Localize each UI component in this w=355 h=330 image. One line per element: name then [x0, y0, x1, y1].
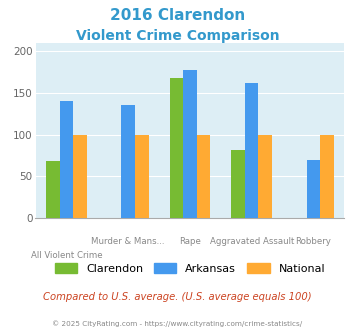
Text: 2016 Clarendon: 2016 Clarendon	[110, 8, 245, 23]
Text: Aggravated Assault: Aggravated Assault	[209, 237, 294, 246]
Bar	[135, 135, 148, 218]
Bar	[245, 83, 258, 218]
Bar	[121, 105, 135, 218]
Text: Violent Crime Comparison: Violent Crime Comparison	[76, 29, 279, 43]
Text: Rape: Rape	[179, 237, 201, 246]
Bar	[320, 135, 334, 218]
Bar	[46, 161, 60, 218]
Text: Robbery: Robbery	[295, 237, 332, 246]
Bar	[73, 135, 87, 218]
Text: © 2025 CityRating.com - https://www.cityrating.com/crime-statistics/: © 2025 CityRating.com - https://www.city…	[53, 320, 302, 327]
Bar	[183, 70, 197, 218]
Bar	[307, 159, 320, 218]
Bar	[258, 135, 272, 218]
Bar	[197, 135, 210, 218]
Text: All Violent Crime: All Violent Crime	[31, 251, 102, 260]
Text: Compared to U.S. average. (U.S. average equals 100): Compared to U.S. average. (U.S. average …	[43, 292, 312, 302]
Legend: Clarendon, Arkansas, National: Clarendon, Arkansas, National	[50, 258, 329, 278]
Bar	[170, 78, 183, 218]
Bar	[60, 101, 73, 218]
Bar	[231, 149, 245, 218]
Text: Murder & Mans...: Murder & Mans...	[91, 237, 165, 246]
